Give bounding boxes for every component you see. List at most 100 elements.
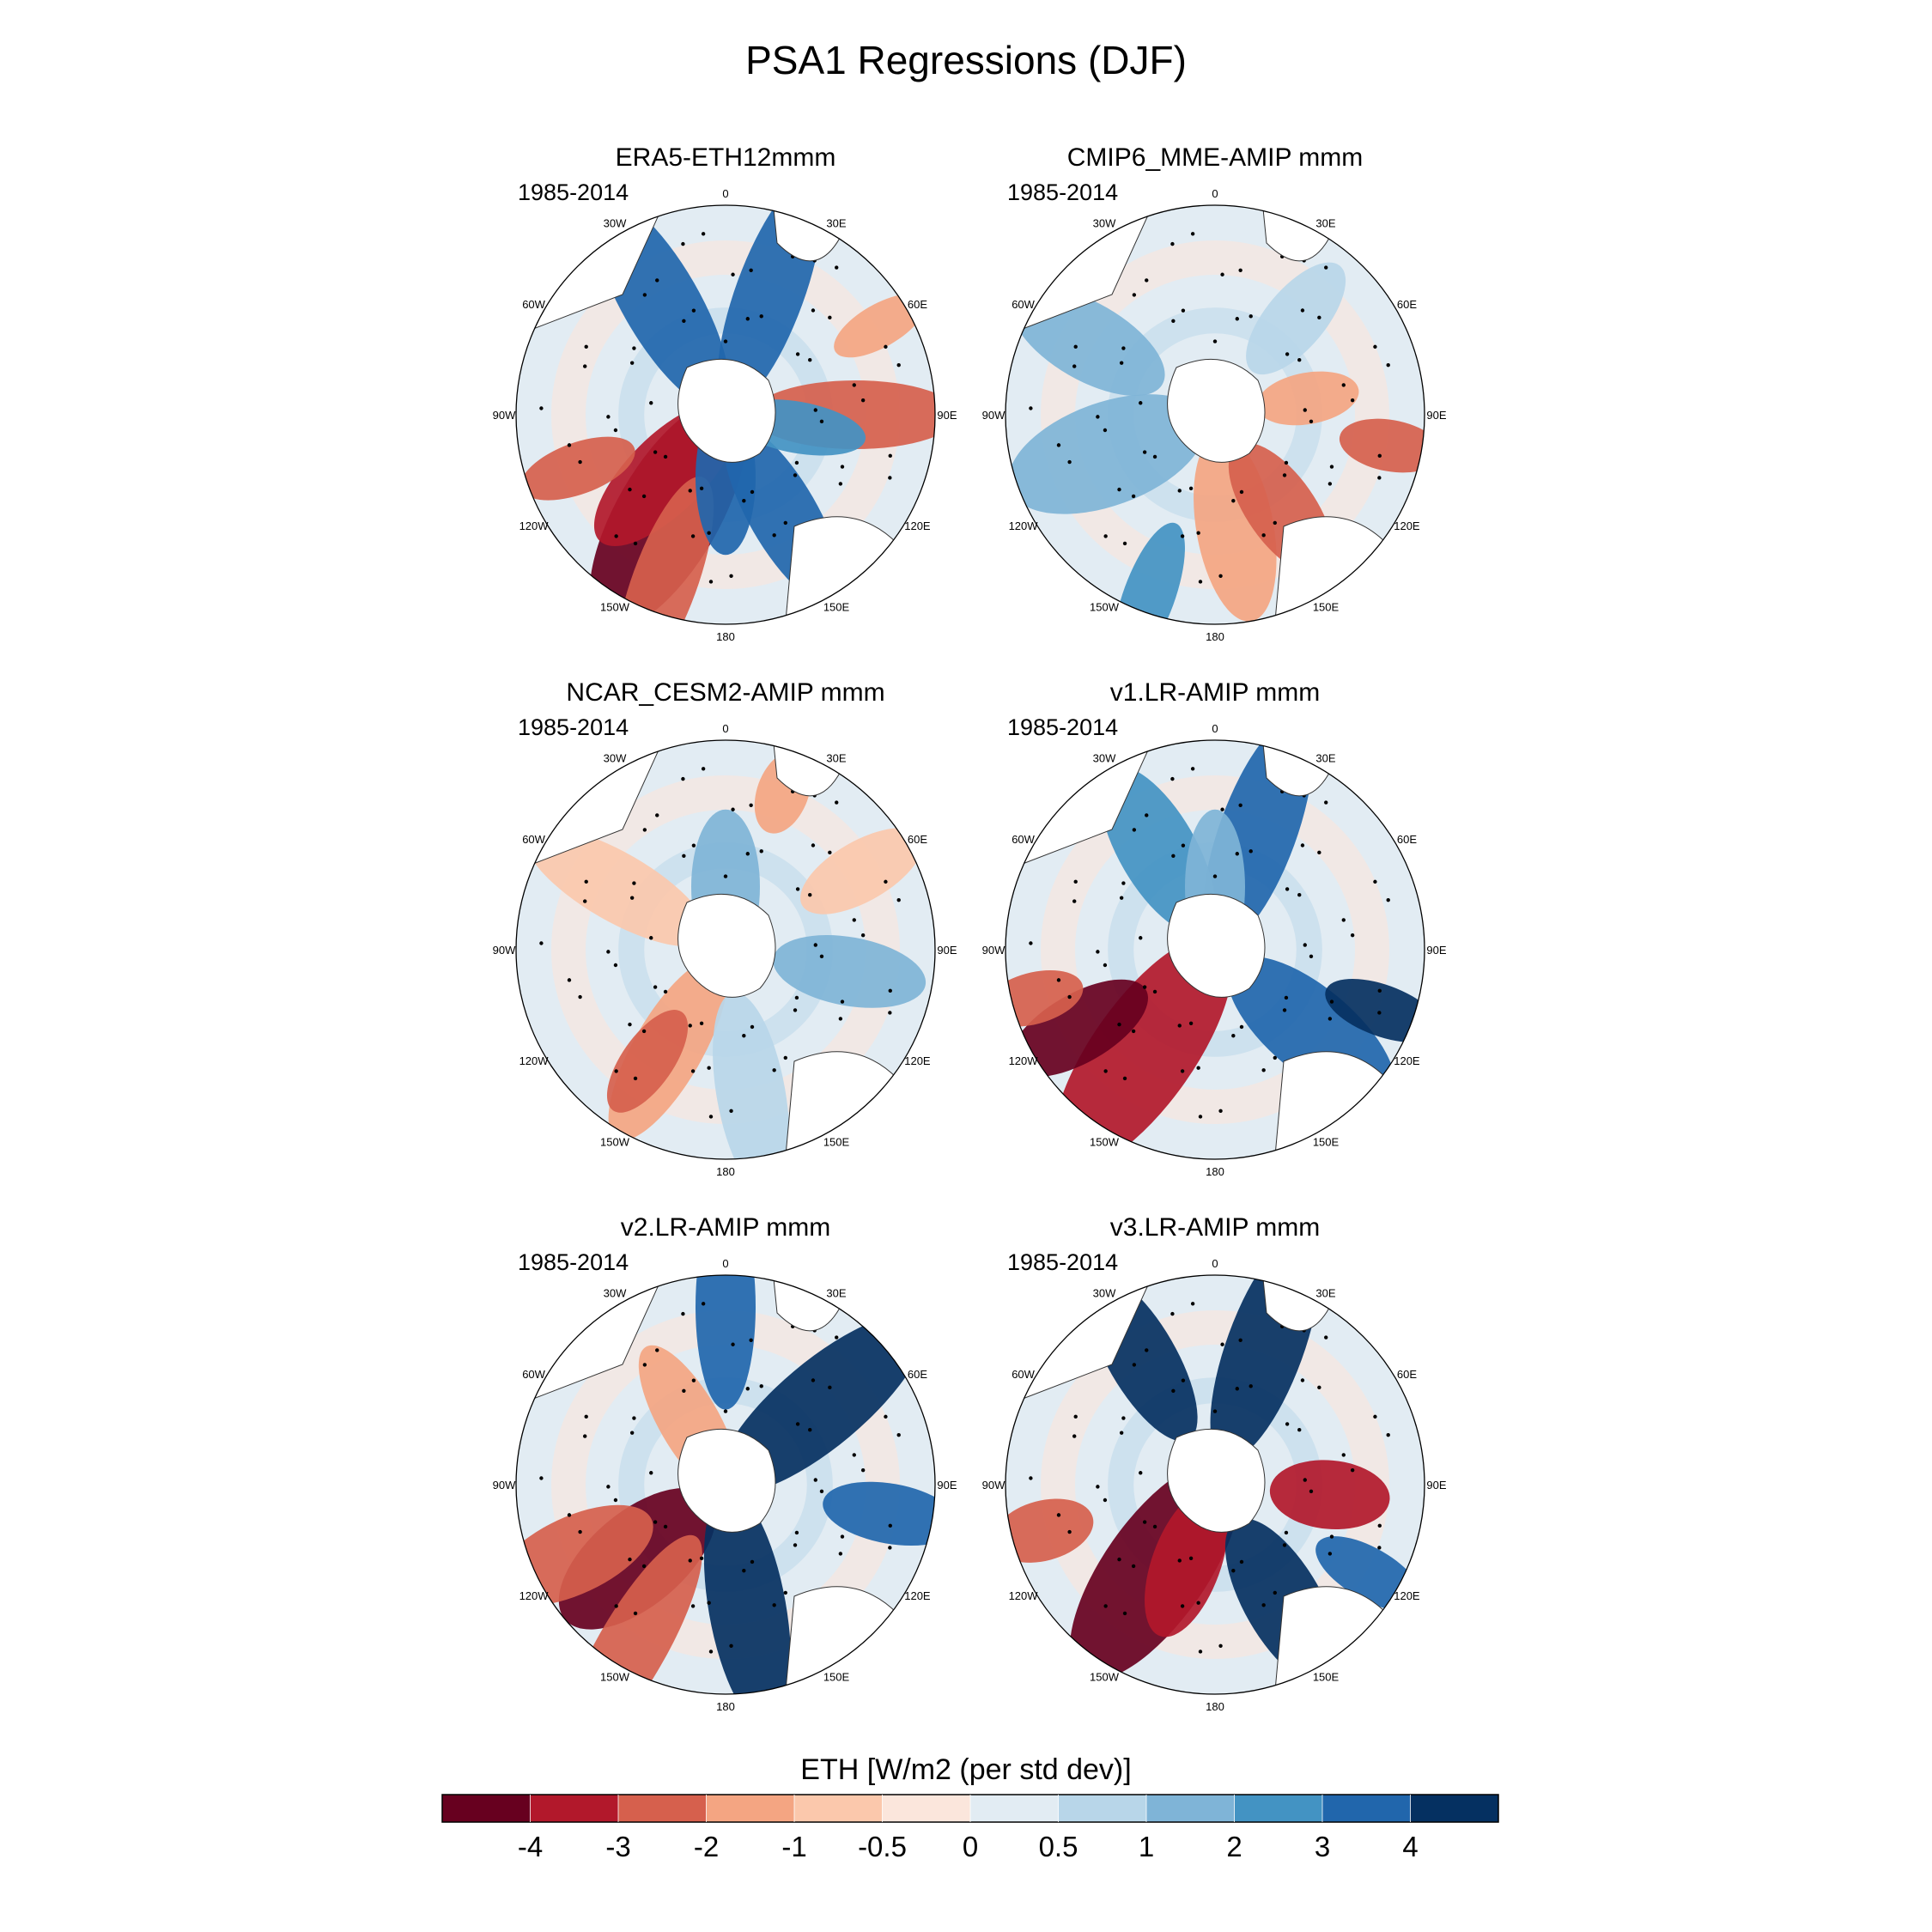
significance-dot [655,278,659,283]
significance-dot [1373,1414,1377,1419]
longitude-label: 90E [1426,1479,1446,1492]
anomaly-patch [703,1490,791,1694]
anomaly-patch [713,992,790,1159]
significance-dot [1198,1649,1203,1654]
longitude-label: 150W [1090,1135,1120,1148]
significance-dot [649,1471,653,1475]
map-panel-v2: v2.LR-AMIP mmm 1985-2014 0 30E 60E 90E 120E 150… [493,1213,957,1713]
significance-dot [896,897,901,902]
significance-dot [606,1485,611,1489]
significance-dot [614,1069,618,1073]
map-boundary [1005,1274,1425,1695]
significance-dot [729,574,733,578]
significance-dot [1180,1604,1185,1608]
map-boundary [515,204,936,625]
significance-dot [888,1546,892,1550]
longitude-label: 30E [1315,752,1335,765]
significance-dot [690,1069,696,1073]
antarctica-land [1167,1428,1266,1533]
significance-dot [808,1428,812,1432]
significance-dot [838,1017,843,1021]
map-boundary [1005,739,1425,1160]
longitude-label: 30E [1315,1287,1335,1300]
significance-dot [578,994,582,999]
significance-dot [1377,476,1382,480]
map-panel-era5: ERA5-ETH12mmm 1985-2014 0 30E 60E 90E 120E 150E… [493,143,957,643]
significance-dot [1029,1476,1033,1480]
significance-dot [731,807,735,811]
longitude-label: 90W [493,1479,516,1492]
anomaly-patch [606,1010,689,1113]
period-label: 1985-2014 [518,179,629,205]
antarctica-land [1167,893,1266,998]
significance-dot [1029,406,1033,410]
map-panel-v1: v1.LR-AMIP mmm 1985-2014 0 30E 60E 90E 120E 150… [982,678,1447,1178]
significance-dot [1238,803,1242,807]
longitude-label: 30W [1093,1287,1116,1300]
significance-dot [1180,534,1185,538]
significance-dot [1297,1428,1302,1432]
significance-dot [1196,531,1200,535]
significance-dot [1273,520,1277,526]
significance-dot [1324,800,1328,805]
anomaly-patch [696,1275,756,1410]
longitude-label: 0 [1212,187,1218,200]
significance-dot [1220,1342,1224,1346]
significance-dot [663,1524,668,1529]
longitude-label: 120W [1009,1589,1039,1602]
longitude-label: 60W [522,298,545,311]
significance-dot [632,1416,636,1420]
significance-dot [1073,879,1078,884]
anomaly-patch [1053,936,1233,1159]
colorbar-swatch [618,1795,707,1822]
significance-dot [772,1603,776,1607]
significance-dot [1121,1416,1126,1420]
significance-dot [633,541,638,546]
significance-dot [1122,1611,1127,1616]
significance-dot [1284,995,1289,1000]
longitude-label: 60E [908,833,927,846]
significance-dot [539,1476,544,1480]
significance-dot [1180,1069,1185,1073]
longitude-label: 0 [722,722,728,735]
colorbar-tick-label: 4 [1402,1831,1418,1862]
significance-dot [1122,541,1127,546]
significance-dot [1117,1022,1121,1027]
significance-dot [1235,1387,1239,1391]
significance-dot [582,899,587,903]
significance-dot [742,1034,746,1038]
significance-dot [649,936,653,940]
significance-dot [1056,978,1061,982]
significance-dot [1249,849,1253,854]
map-field [1005,205,1425,624]
significance-dot [1131,1564,1136,1569]
longitude-label: 0 [722,187,728,200]
map-field [1005,740,1425,1159]
colorbar-title: ETH [W/m2 (per std dev)] [800,1753,1131,1786]
significance-dot [1103,963,1108,968]
longitude-label: 30E [826,217,846,230]
longitude-label: 180 [716,630,735,643]
significance-dot [1282,1008,1287,1012]
significance-dot [1072,899,1077,903]
longitude-label: 90W [982,409,1005,422]
significance-dot [1177,489,1182,493]
significance-dot [1121,881,1126,885]
antarctica-land [677,1428,776,1533]
colorbar-tick-label: 3 [1315,1831,1330,1862]
colorbar: -4 -3 -2 -1 -0.5 0 0.5 1 2 3 4 [441,1794,1499,1862]
colorbar-swatch [1410,1795,1499,1822]
significance-dot [1067,1529,1072,1534]
significance-dot [613,963,618,968]
colorbar-tick-label: 0.5 [1039,1831,1078,1862]
significance-dot [835,265,839,270]
significance-dot [888,1011,892,1015]
significance-dot [642,1363,647,1367]
significance-dot [1218,574,1223,578]
map-field [516,205,935,624]
significance-dot [606,415,611,419]
significance-dot [819,1489,824,1494]
longitude-label: 60E [1397,833,1417,846]
anomaly-patch [1005,1498,1094,1563]
